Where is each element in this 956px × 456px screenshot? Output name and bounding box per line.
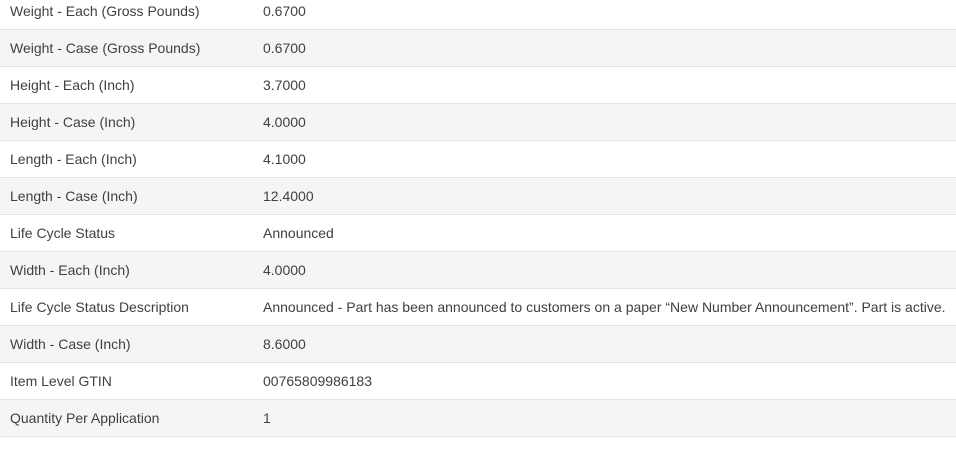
table-row: Width - Case (Inch) 8.6000 xyxy=(0,325,956,363)
attribute-label: Life Cycle Status Description xyxy=(0,288,253,326)
table-row: Life Cycle Status Announced xyxy=(0,214,956,252)
attribute-label: Width - Each (Inch) xyxy=(0,251,253,289)
attribute-label: Quantity Per Application xyxy=(0,399,253,437)
attribute-value: 12.4000 xyxy=(253,177,956,215)
attribute-value: 4.0000 xyxy=(253,251,956,289)
attribute-label: Length - Case (Inch) xyxy=(0,177,253,215)
table-row: Length - Case (Inch) 12.4000 xyxy=(0,177,956,215)
attribute-value: 1 xyxy=(253,399,956,437)
attribute-label: Height - Each (Inch) xyxy=(0,66,253,104)
attribute-value: 00765809986183 xyxy=(253,362,956,400)
attribute-value: Announced xyxy=(253,214,956,252)
attribute-label: Weight - Each (Gross Pounds) xyxy=(0,0,253,30)
attribute-label: Height - Case (Inch) xyxy=(0,103,253,141)
attribute-label: Item Level GTIN xyxy=(0,362,253,400)
table-row: Weight - Each (Gross Pounds) 0.6700 xyxy=(0,0,956,30)
table-row: Height - Each (Inch) 3.7000 xyxy=(0,66,956,104)
attribute-label: Life Cycle Status xyxy=(0,214,253,252)
attribute-label: Width - Case (Inch) xyxy=(0,325,253,363)
attribute-label: Weight - Case (Gross Pounds) xyxy=(0,29,253,67)
attribute-value: 0.6700 xyxy=(253,0,956,30)
attribute-label: Length - Each (Inch) xyxy=(0,140,253,178)
attribute-value: 4.1000 xyxy=(253,140,956,178)
attribute-value: 3.7000 xyxy=(253,66,956,104)
table-row: Length - Each (Inch) 4.1000 xyxy=(0,140,956,178)
table-row: Quantity Per Application 1 xyxy=(0,399,956,437)
table-row: Width - Each (Inch) 4.0000 xyxy=(0,251,956,289)
attributes-table: Weight - Each (Gross Pounds) 0.6700 Weig… xyxy=(0,0,956,437)
attribute-value: Announced - Part has been announced to c… xyxy=(253,288,956,326)
table-row: Weight - Case (Gross Pounds) 0.6700 xyxy=(0,29,956,67)
attribute-value: 0.6700 xyxy=(253,29,956,67)
table-row: Life Cycle Status Description Announced … xyxy=(0,288,956,326)
table-row: Item Level GTIN 00765809986183 xyxy=(0,362,956,400)
table-row: Height - Case (Inch) 4.0000 xyxy=(0,103,956,141)
attribute-value: 4.0000 xyxy=(253,103,956,141)
attribute-value: 8.6000 xyxy=(253,325,956,363)
